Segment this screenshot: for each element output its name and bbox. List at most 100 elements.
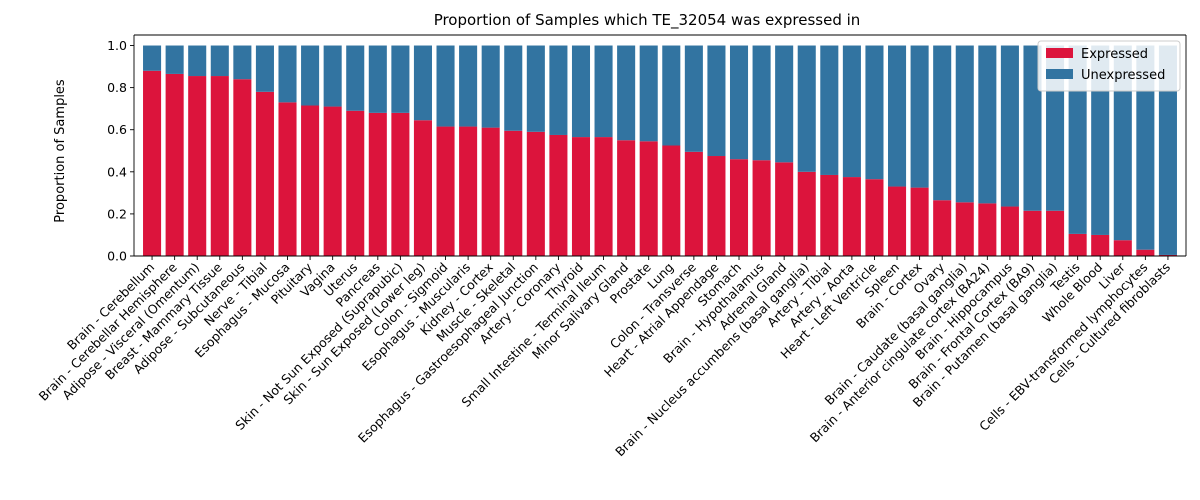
bar-expressed-29 — [797, 171, 816, 256]
bar-expressed-31 — [842, 177, 861, 256]
chart-title: Proportion of Samples which TE_32054 was… — [434, 11, 861, 30]
bar-unexpressed-7 — [301, 45, 320, 106]
bar-unexpressed-5 — [255, 45, 274, 92]
bar-unexpressed-3 — [210, 45, 229, 77]
bar-expressed-4 — [233, 79, 252, 256]
bar-expressed-13 — [436, 126, 455, 256]
bar-unexpressed-0 — [143, 45, 162, 71]
legend-label-unexpressed: Unexpressed — [1081, 68, 1165, 83]
bar-unexpressed-19 — [571, 45, 591, 138]
bar-expressed-30 — [820, 174, 839, 256]
bar-expressed-22 — [639, 141, 658, 256]
bar-expressed-11 — [391, 112, 410, 256]
bar-unexpressed-11 — [391, 45, 410, 113]
legend-swatch-expressed — [1046, 48, 1073, 58]
bar-unexpressed-44 — [1136, 45, 1155, 250]
bar-unexpressed-12 — [413, 45, 432, 121]
bar-unexpressed-25 — [707, 45, 726, 157]
bar-expressed-36 — [955, 202, 974, 256]
bar-expressed-12 — [413, 120, 432, 257]
bar-unexpressed-13 — [436, 45, 455, 127]
bar-unexpressed-14 — [459, 45, 478, 127]
bar-unexpressed-28 — [775, 45, 794, 163]
bar-unexpressed-41 — [1068, 45, 1087, 234]
bar-expressed-14 — [459, 126, 478, 256]
bar-unexpressed-30 — [820, 45, 839, 175]
bar-expressed-26 — [729, 159, 749, 256]
bar-expressed-43 — [1113, 240, 1132, 256]
bar-unexpressed-31 — [842, 45, 861, 178]
bar-expressed-28 — [775, 162, 794, 256]
bar-unexpressed-6 — [278, 45, 297, 103]
legend-box — [1037, 40, 1181, 92]
bar-expressed-44 — [1136, 249, 1155, 256]
bar-unexpressed-39 — [1023, 45, 1042, 211]
bar-expressed-2 — [188, 76, 207, 256]
bar-unexpressed-37 — [978, 45, 997, 204]
bar-unexpressed-15 — [481, 45, 500, 128]
bar-unexpressed-4 — [233, 45, 252, 80]
legend: Expressed Unexpressed — [1037, 40, 1181, 92]
bar-unexpressed-24 — [684, 45, 703, 152]
bar-unexpressed-1 — [165, 45, 184, 74]
bar-expressed-41 — [1068, 233, 1087, 256]
bar-unexpressed-29 — [797, 45, 816, 172]
bar-expressed-40 — [1046, 210, 1065, 256]
bar-unexpressed-17 — [526, 45, 545, 132]
bar-expressed-38 — [1000, 206, 1019, 256]
bar-expressed-10 — [368, 112, 387, 256]
bar-unexpressed-42 — [1091, 45, 1110, 235]
bar-unexpressed-26 — [729, 45, 749, 160]
bar-unexpressed-10 — [368, 45, 387, 113]
y-axis-title: Proportion of Samples — [53, 79, 68, 223]
bar-unexpressed-8 — [323, 45, 342, 107]
bar-expressed-19 — [571, 137, 591, 256]
bar-expressed-21 — [617, 140, 636, 256]
bar-expressed-18 — [549, 134, 568, 256]
bar-expressed-6 — [278, 102, 297, 256]
y-tick-label: 1.0 — [107, 38, 127, 53]
y-ticks: 0.0 0.2 0.4 0.6 0.8 1.0 — [107, 38, 134, 264]
bar-expressed-1 — [165, 73, 184, 256]
y-tick-label: 0.2 — [107, 206, 127, 221]
bar-expressed-37 — [978, 203, 997, 256]
bar-unexpressed-34 — [910, 45, 929, 188]
bar-unexpressed-2 — [188, 45, 207, 77]
legend-label-expressed: Expressed — [1081, 47, 1148, 62]
bar-unexpressed-33 — [888, 45, 907, 187]
bar-unexpressed-36 — [955, 45, 974, 203]
y-tick-label: 0.8 — [107, 80, 127, 95]
bar-unexpressed-45 — [1158, 45, 1177, 255]
bar-unexpressed-27 — [752, 45, 771, 161]
bar-expressed-24 — [684, 151, 703, 256]
bar-unexpressed-35 — [933, 45, 952, 201]
bar-unexpressed-16 — [504, 45, 523, 131]
bar-expressed-42 — [1091, 234, 1110, 256]
bar-unexpressed-32 — [865, 45, 884, 180]
bar-expressed-5 — [255, 91, 274, 256]
bar-unexpressed-38 — [1000, 45, 1019, 207]
bar-expressed-3 — [210, 76, 229, 256]
bar-unexpressed-9 — [346, 45, 365, 111]
bar-expressed-20 — [594, 137, 613, 256]
legend-swatch-unexpressed — [1046, 69, 1073, 79]
bar-expressed-9 — [346, 110, 365, 257]
bar-expressed-15 — [481, 127, 500, 256]
bar-expressed-32 — [865, 179, 884, 256]
bar-unexpressed-21 — [617, 45, 636, 141]
bar-unexpressed-23 — [662, 45, 681, 146]
bar-expressed-34 — [910, 187, 929, 256]
bar-unexpressed-18 — [549, 45, 568, 135]
bar-expressed-27 — [752, 160, 771, 256]
y-tick-label: 0.0 — [107, 249, 127, 264]
bar-unexpressed-22 — [639, 45, 658, 142]
bar-expressed-8 — [323, 106, 342, 256]
axes-layer — [133, 34, 1187, 257]
bar-expressed-0 — [143, 70, 162, 256]
bar-expressed-25 — [707, 156, 726, 256]
bar-unexpressed-43 — [1113, 45, 1132, 241]
bar-expressed-33 — [888, 186, 907, 256]
bar-expressed-35 — [933, 200, 952, 256]
